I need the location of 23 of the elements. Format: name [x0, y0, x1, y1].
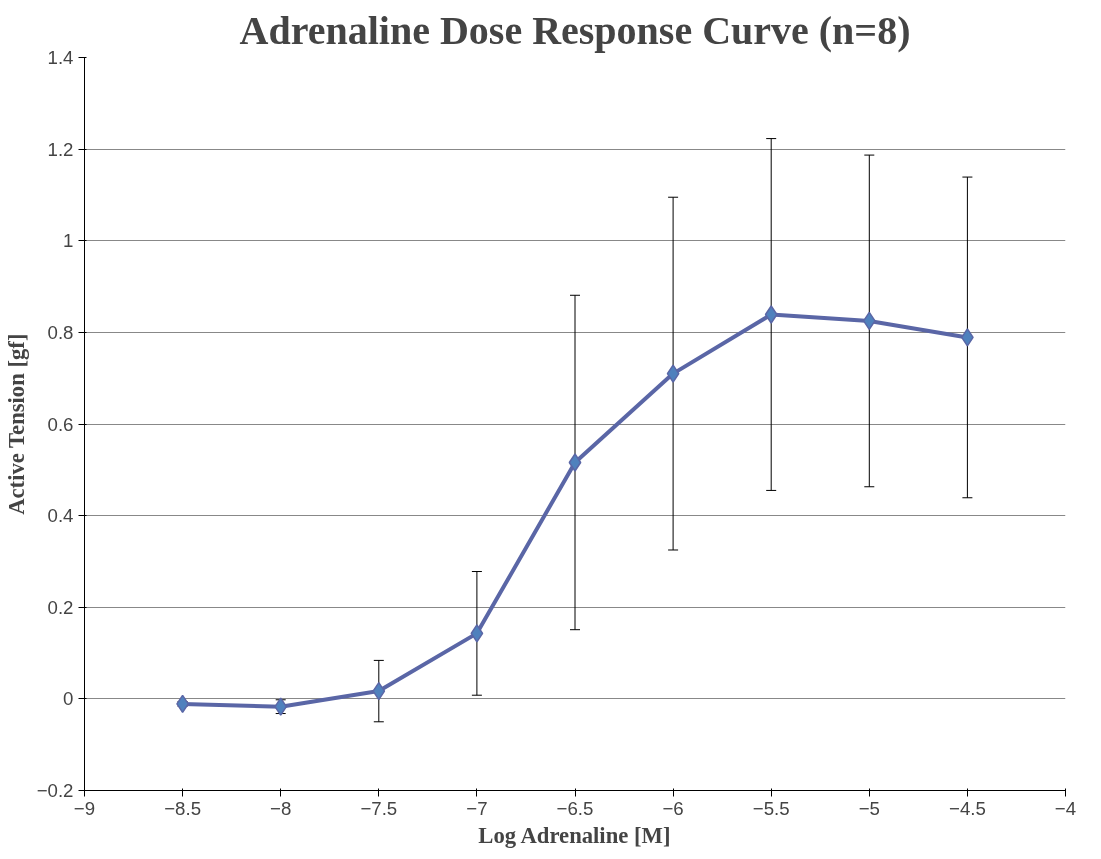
x-tick-label: −8.5: [164, 797, 202, 819]
y-tick-label: 0.4: [47, 505, 74, 527]
y-axis-title: Active Tension [gf]: [3, 333, 29, 515]
y-tick-label: −0.2: [36, 780, 74, 801]
x-tick-label: −4.5: [948, 797, 986, 819]
x-tick-label: −7.5: [360, 797, 398, 819]
x-tick-label: −5.5: [752, 797, 790, 819]
x-tick-label: −6: [662, 797, 684, 819]
x-tick-label: −9: [73, 797, 96, 819]
x-tick-label: −5: [858, 797, 880, 819]
y-tick-label: 1.4: [47, 47, 74, 68]
y-tick-label: 1: [63, 230, 74, 252]
y-tick-label: 0.8: [47, 321, 74, 343]
x-tick-label: −8: [270, 797, 292, 819]
y-tick-label: 0: [63, 688, 74, 710]
y-tick-label: 0.6: [47, 413, 74, 435]
chart-title: Adrenaline Dose Response Curve (n=8): [239, 7, 911, 53]
x-tick-label: −4: [1054, 797, 1077, 819]
x-tick-label: −6.5: [556, 797, 594, 819]
y-tick-label: 1.2: [47, 138, 74, 160]
x-axis-title: Log Adrenaline [M]: [478, 822, 671, 848]
y-tick-label: 0.2: [47, 596, 74, 618]
x-tick-label: −7: [466, 797, 488, 819]
